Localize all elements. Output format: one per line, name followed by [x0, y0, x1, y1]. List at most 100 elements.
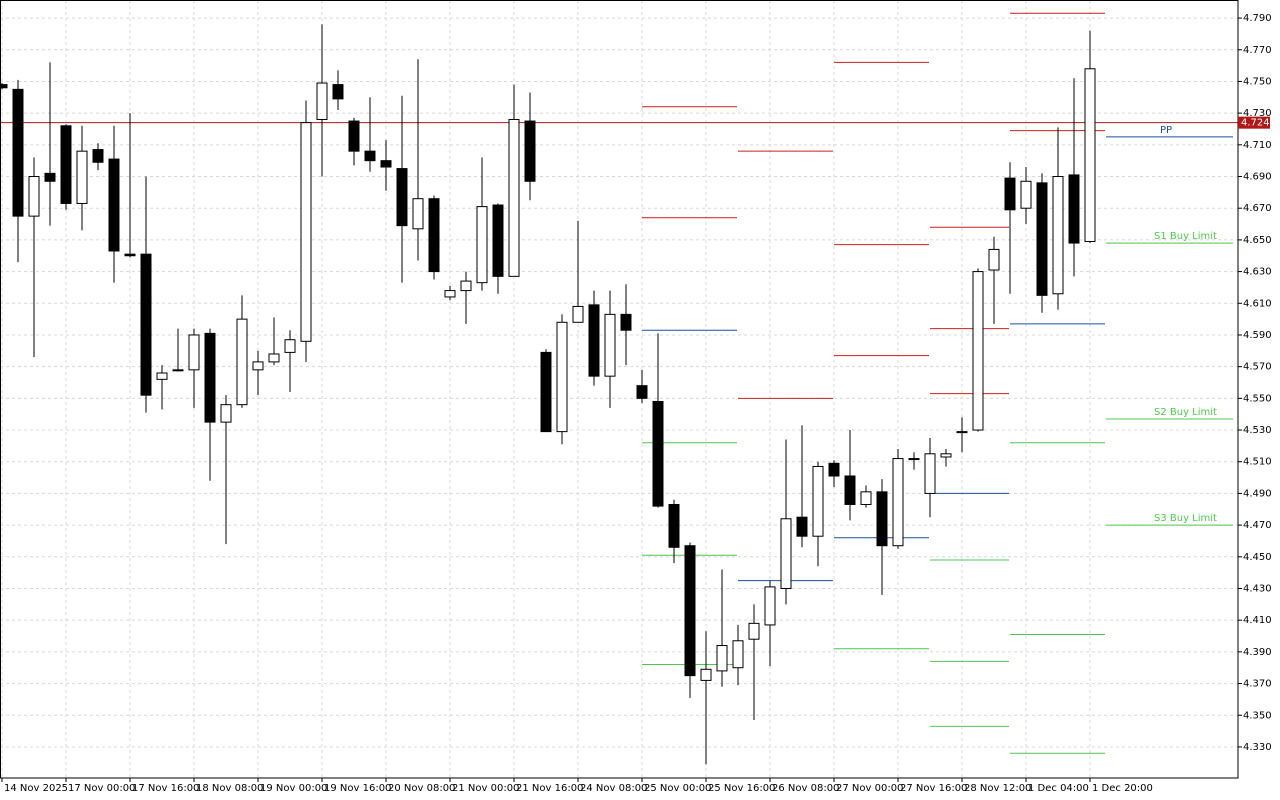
candle-body: [764, 586, 776, 626]
candle-body: [508, 118, 520, 277]
candle-body: [156, 372, 168, 380]
candle-body: [380, 160, 392, 168]
candle-body: [572, 305, 584, 323]
candle-body: [732, 640, 744, 669]
y-tick-label: 4.570: [1243, 362, 1272, 373]
candle-body: [988, 248, 1000, 271]
candle-body: [188, 334, 200, 371]
candle-body: [700, 668, 712, 681]
y-tick-label: 4.390: [1243, 647, 1272, 658]
x-tick-label: 25 Nov 00:00: [644, 783, 711, 794]
candle-body: [492, 204, 504, 277]
candle-body: [460, 280, 472, 292]
candle-body: [556, 321, 568, 433]
y-tick-label: 4.690: [1243, 172, 1272, 183]
y-tick-label: 4.530: [1243, 425, 1272, 436]
order-label: PP: [1160, 125, 1172, 136]
candle-body: [604, 313, 616, 377]
candle-body: [668, 504, 680, 548]
candle-body: [940, 453, 952, 458]
candle-body: [332, 84, 344, 100]
x-tick-label: 17 Nov 16:00: [132, 783, 199, 794]
candle-body: [12, 88, 24, 217]
candle-body: [268, 353, 280, 363]
candle-body: [1004, 177, 1016, 211]
y-tick-label: 4.590: [1243, 330, 1272, 341]
x-tick-label: 1 Dec 20:00: [1092, 783, 1153, 794]
candle-body: [476, 206, 488, 284]
candle-body: [652, 401, 664, 507]
y-tick-label: 4.430: [1243, 583, 1272, 594]
y-tick-label: 4.630: [1243, 267, 1272, 278]
x-tick-label: 17 Nov 00:00: [68, 783, 135, 794]
candle-body: [844, 475, 856, 506]
candle-body: [252, 361, 264, 371]
y-tick-label: 4.450: [1243, 552, 1272, 563]
y-tick-label: 4.790: [1243, 13, 1272, 24]
candle-body: [1020, 180, 1032, 209]
y-tick-label: 4.470: [1243, 520, 1272, 531]
order-label: S3 Buy Limit: [1154, 513, 1217, 524]
candle-body: [892, 458, 904, 547]
last-price-box: [1238, 116, 1270, 129]
candle-body: [364, 150, 376, 162]
candle-body: [684, 545, 696, 677]
candle-body: [828, 462, 840, 477]
y-tick-label: 4.670: [1243, 203, 1272, 214]
candle-body: [220, 404, 232, 423]
y-tick-label: 4.610: [1243, 298, 1272, 309]
candle-body: [636, 385, 648, 399]
candle-body: [300, 122, 312, 342]
candle-body: [1052, 176, 1064, 295]
candle-body: [412, 198, 424, 230]
candle-body: [540, 351, 552, 433]
x-tick-label: 20 Nov 08:00: [388, 783, 455, 794]
candle-body: [1068, 174, 1080, 244]
x-tick-label: 19 Nov 00:00: [260, 783, 327, 794]
candle-body: [204, 332, 216, 423]
x-tick-label: 18 Nov 08:00: [196, 783, 263, 794]
x-tick-label: 28 Nov 12:00: [964, 783, 1031, 794]
y-tick-label: 4.510: [1243, 457, 1272, 468]
y-tick-label: 4.490: [1243, 488, 1272, 499]
candle-body: [860, 491, 872, 506]
y-tick-label: 4.550: [1243, 393, 1272, 404]
candle-body: [956, 431, 968, 434]
y-tick-label: 4.730: [1243, 108, 1272, 119]
y-tick-label: 4.770: [1243, 45, 1272, 56]
candle-body: [124, 253, 136, 257]
candle-body: [796, 516, 808, 537]
candle-body: [108, 158, 120, 252]
x-tick-label: 24 Nov 08:00: [580, 783, 647, 794]
x-tick-label: 25 Nov 16:00: [708, 783, 775, 794]
x-tick-label: 1 Dec 04:00: [1028, 783, 1089, 794]
x-tick-label: 14 Nov 2025: [4, 783, 68, 794]
candle-body: [780, 518, 792, 589]
y-tick-label: 4.350: [1243, 710, 1272, 721]
candle-body: [60, 125, 72, 204]
candle-body: [748, 622, 760, 640]
candle-body: [1084, 68, 1096, 242]
y-tick-label: 4.750: [1243, 76, 1272, 87]
candle-body: [924, 453, 936, 494]
candle-body: [28, 176, 40, 217]
order-label: S2 Buy Limit: [1154, 407, 1217, 418]
candle-body: [876, 491, 888, 547]
plot-frame: [0, 0, 1239, 779]
x-tick-label: 19 Nov 16:00: [324, 783, 391, 794]
x-tick-label: 26 Nov 08:00: [772, 783, 839, 794]
y-tick-label: 4.410: [1243, 615, 1272, 626]
x-tick-label: 27 Nov 16:00: [900, 783, 967, 794]
last-price-label: 4.724: [1241, 118, 1270, 129]
candle-body: [316, 82, 328, 120]
candle-body: [236, 318, 248, 406]
y-tick-label: 4.370: [1243, 679, 1272, 690]
candle-body: [908, 458, 920, 461]
x-tick-label: 27 Nov 00:00: [836, 783, 903, 794]
y-tick-label: 4.710: [1243, 140, 1272, 151]
candle-body: [140, 253, 152, 396]
x-tick-label: 21 Nov 00:00: [452, 783, 519, 794]
candle-body: [716, 645, 728, 672]
candle-body: [524, 120, 536, 182]
